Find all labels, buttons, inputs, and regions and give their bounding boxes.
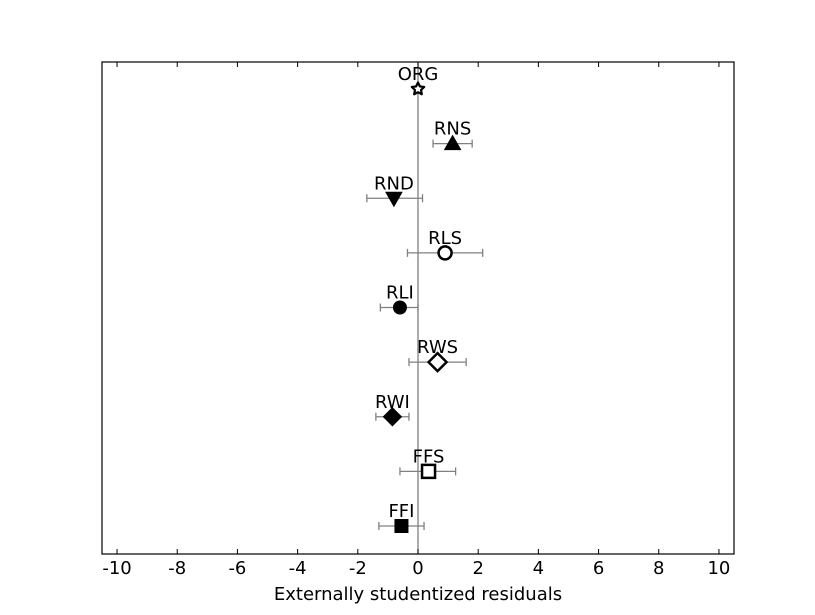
x-tick-label: 0: [412, 558, 423, 579]
point-org: ORG: [398, 64, 439, 96]
point-label: ORG: [398, 64, 439, 85]
x-tick-label: -2: [349, 558, 367, 579]
x-tick-label: 10: [707, 558, 730, 579]
x-tick-label: -8: [168, 558, 186, 579]
x-axis-label: Externally studentized residuals: [274, 584, 562, 605]
point-ffs: FFS: [399, 446, 457, 480]
x-tick-label: 8: [653, 558, 664, 579]
marker-star-open: [410, 81, 426, 96]
point-label: RLS: [428, 228, 462, 249]
marker-circle-open: [437, 245, 453, 261]
marker-square-filled: [394, 519, 409, 533]
point-rwi: RWI: [375, 392, 410, 427]
x-tick-label: -10: [102, 558, 131, 579]
point-rns: RNS: [432, 119, 473, 151]
data-points: ORG RNS RND RLS RLI RWS RWI FFS FFI: [366, 64, 484, 533]
marker-square-open: [420, 463, 437, 480]
x-tick-label: 6: [593, 558, 604, 579]
point-label: RLI: [386, 283, 414, 304]
point-label: RNS: [434, 119, 471, 140]
x-tick-label: -6: [228, 558, 246, 579]
marker-triangle-up-filled: [443, 134, 462, 151]
point-label: FFI: [388, 501, 414, 522]
x-tick-label: 4: [533, 558, 544, 579]
point-label: RND: [374, 173, 414, 194]
point-rnd: RND: [366, 173, 424, 208]
point-ffi: FFI: [378, 501, 425, 533]
point-label: FFS: [413, 446, 445, 467]
marker-triangle-down-filled: [385, 191, 403, 208]
point-label: RWS: [417, 337, 458, 358]
marker-diamond-open: [426, 351, 449, 373]
point-rls: RLS: [406, 228, 484, 261]
point-rws: RWS: [408, 337, 467, 373]
point-rli: RLI: [379, 283, 419, 315]
marker-diamond-filled: [382, 407, 403, 427]
point-label: RWI: [375, 392, 410, 413]
x-tick-label: -4: [289, 558, 307, 579]
x-axis-ticks: -10 -8 -6 -4 -2 0 2 4 6 8 10: [102, 62, 730, 579]
x-tick-label: 2: [472, 558, 483, 579]
marker-circle-filled: [392, 300, 407, 315]
